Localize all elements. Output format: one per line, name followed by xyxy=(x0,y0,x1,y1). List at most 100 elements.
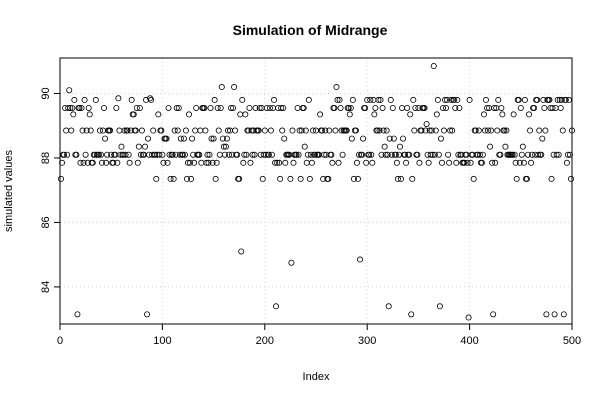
data-point xyxy=(422,127,429,134)
data-point xyxy=(548,175,555,182)
data-point xyxy=(464,159,471,166)
data-point xyxy=(328,151,335,158)
data-point xyxy=(183,175,190,182)
data-point xyxy=(137,151,144,158)
x-tick-label: 500 xyxy=(563,335,581,347)
data-point xyxy=(193,104,200,111)
data-point xyxy=(484,104,491,111)
data-point xyxy=(567,175,574,182)
data-point xyxy=(535,151,542,158)
data-point xyxy=(359,151,366,158)
data-point xyxy=(407,111,414,118)
data-point xyxy=(182,127,189,134)
data-point xyxy=(501,127,508,134)
data-point xyxy=(124,127,131,134)
data-point xyxy=(428,127,435,134)
data-point xyxy=(205,159,212,166)
data-point xyxy=(552,104,559,111)
data-point xyxy=(259,175,266,182)
data-point xyxy=(153,175,160,182)
data-point xyxy=(297,175,304,182)
data-point xyxy=(363,159,370,166)
data-point xyxy=(279,127,286,134)
data-point xyxy=(225,151,232,158)
data-point xyxy=(485,127,492,134)
data-point xyxy=(181,151,188,158)
grid-lines xyxy=(59,58,573,324)
data-point xyxy=(555,151,562,158)
data-point xyxy=(425,159,432,166)
data-point xyxy=(440,127,447,134)
data-point xyxy=(198,159,205,166)
data-point xyxy=(317,111,324,118)
data-point xyxy=(539,135,546,142)
data-point xyxy=(97,151,104,158)
data-point xyxy=(432,127,439,134)
data-point xyxy=(426,127,433,134)
data-point xyxy=(455,151,462,158)
data-point xyxy=(350,175,357,182)
data-point xyxy=(107,127,114,134)
data-point xyxy=(65,104,72,111)
data-point xyxy=(150,127,157,134)
data-point xyxy=(147,95,154,102)
data-point xyxy=(519,143,526,150)
data-point xyxy=(79,127,86,134)
data-point xyxy=(497,151,504,158)
data-point xyxy=(306,175,313,182)
x-tick-label: 200 xyxy=(256,335,274,347)
data-point xyxy=(159,151,166,158)
data-point xyxy=(101,104,108,111)
data-point xyxy=(175,104,182,111)
data-point xyxy=(356,151,363,158)
data-point xyxy=(465,314,472,321)
data-point xyxy=(546,96,553,103)
data-point xyxy=(135,143,142,150)
data-point xyxy=(475,127,482,134)
x-tick-label: 300 xyxy=(358,335,376,347)
data-point xyxy=(353,159,360,166)
data-point xyxy=(389,104,396,111)
data-point xyxy=(410,96,417,103)
data-point xyxy=(444,96,451,103)
data-point xyxy=(333,84,340,91)
data-point xyxy=(339,151,346,158)
data-point xyxy=(160,159,167,166)
data-point xyxy=(566,151,573,158)
data-point xyxy=(482,96,489,103)
data-point xyxy=(390,135,397,142)
data-point xyxy=(442,96,449,103)
data-point xyxy=(443,104,450,111)
data-point xyxy=(470,175,477,182)
data-point xyxy=(261,127,268,134)
data-point xyxy=(223,135,230,142)
data-point xyxy=(134,159,141,166)
data-point xyxy=(167,175,174,182)
data-point xyxy=(70,111,77,118)
data-point xyxy=(103,159,110,166)
data-point xyxy=(429,151,436,158)
data-point xyxy=(528,159,535,166)
data-point xyxy=(430,63,437,70)
data-point xyxy=(349,96,356,103)
data-point xyxy=(383,127,390,134)
data-point xyxy=(337,104,344,111)
data-point xyxy=(311,151,318,158)
data-point xyxy=(155,111,162,118)
data-point xyxy=(520,159,527,166)
data-point xyxy=(466,96,473,103)
data-point xyxy=(272,159,279,166)
data-point xyxy=(411,127,418,134)
data-point xyxy=(489,159,496,166)
data-point xyxy=(558,96,565,103)
data-point xyxy=(296,127,303,134)
data-point xyxy=(251,151,258,158)
data-point xyxy=(241,151,248,158)
data-point xyxy=(240,159,247,166)
data-point xyxy=(385,303,392,310)
data-point xyxy=(82,151,89,158)
data-point xyxy=(523,175,530,182)
data-point xyxy=(461,159,468,166)
data-point xyxy=(388,151,395,158)
data-point xyxy=(239,96,246,103)
